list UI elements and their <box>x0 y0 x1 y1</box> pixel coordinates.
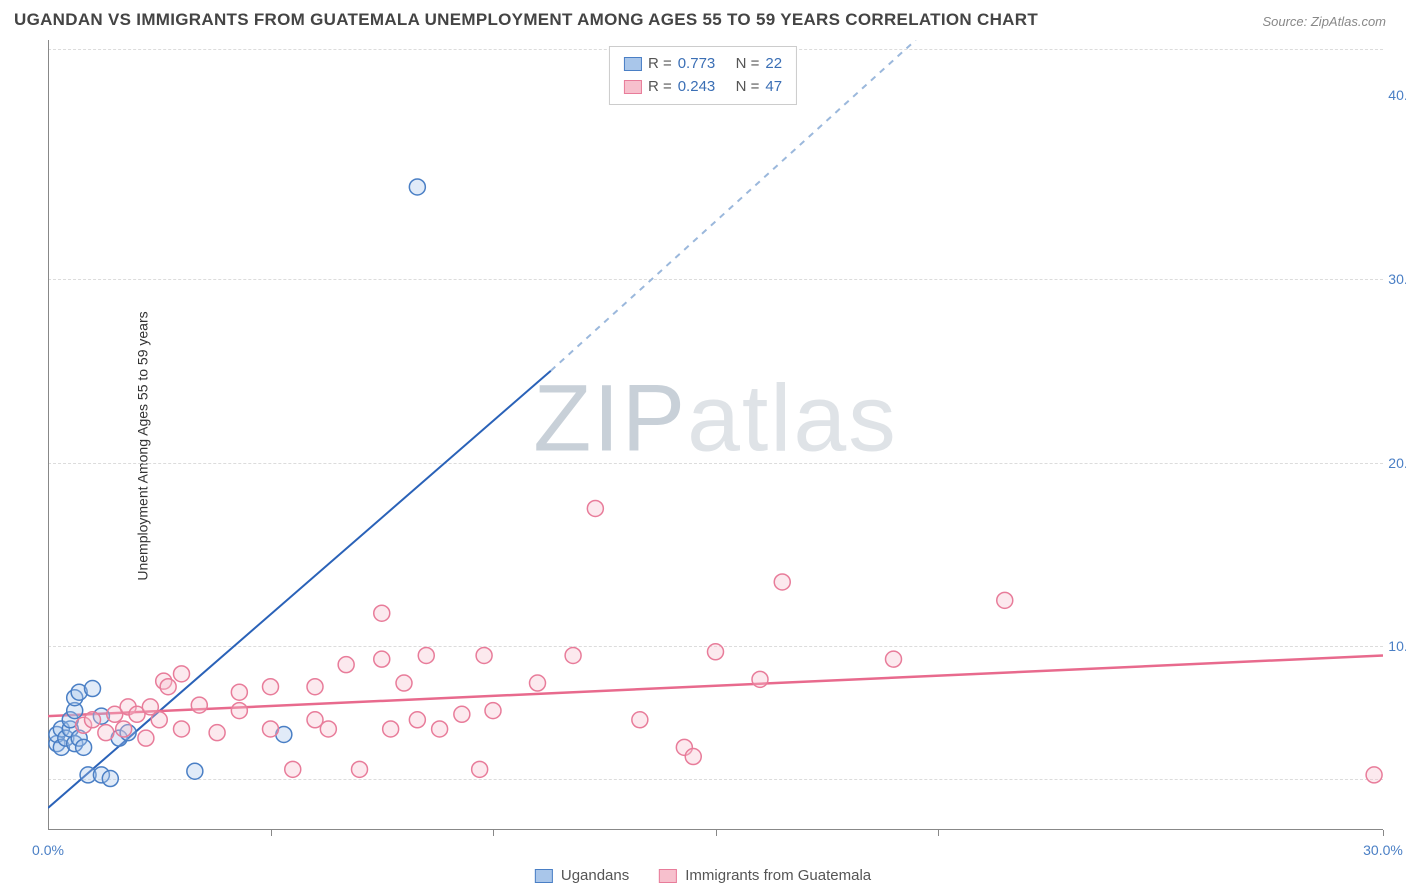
data-point <box>997 592 1013 608</box>
legend-item: Immigrants from Guatemala <box>659 867 871 884</box>
x-tick-mark <box>493 830 494 836</box>
legend-item: Ugandans <box>535 867 629 884</box>
data-point <box>85 681 101 697</box>
data-point <box>338 657 354 673</box>
data-point <box>320 721 336 737</box>
data-point <box>409 179 425 195</box>
chart-title: UGANDAN VS IMMIGRANTS FROM GUATEMALA UNE… <box>14 10 1038 30</box>
legend-r-label: R = <box>648 53 672 76</box>
data-point <box>374 651 390 667</box>
x-tick-label: 30.0% <box>1363 842 1403 858</box>
data-point <box>263 679 279 695</box>
data-point <box>160 679 176 695</box>
data-point <box>632 712 648 728</box>
x-tick-mark <box>938 830 939 836</box>
data-point <box>231 703 247 719</box>
data-point <box>151 712 167 728</box>
data-point <box>708 644 724 660</box>
data-point <box>209 725 225 741</box>
y-tick-label: 20.0% <box>1388 455 1406 471</box>
legend-n-label: N = <box>736 53 760 76</box>
data-point <box>409 712 425 728</box>
legend-swatch <box>624 57 642 71</box>
data-point <box>76 739 92 755</box>
data-point <box>485 703 501 719</box>
legend-swatch <box>535 869 553 883</box>
data-point <box>174 666 190 682</box>
data-point <box>530 675 546 691</box>
legend-n-label: N = <box>736 76 760 99</box>
legend-swatch <box>659 869 677 883</box>
legend-r-value: 0.773 <box>678 53 716 76</box>
legend-swatch <box>624 80 642 94</box>
plot-svg <box>48 40 1383 830</box>
data-point <box>587 500 603 516</box>
legend-n-value: 47 <box>765 76 782 99</box>
data-point <box>472 761 488 777</box>
data-point <box>102 771 118 787</box>
data-point <box>231 684 247 700</box>
data-point <box>383 721 399 737</box>
data-point <box>432 721 448 737</box>
x-tick-mark <box>1383 830 1384 836</box>
legend-label: Immigrants from Guatemala <box>685 867 871 884</box>
scatter-plot: ZIPatlas 10.0%20.0%30.0%40.0%0.0%30.0% <box>48 40 1383 830</box>
data-point <box>285 761 301 777</box>
source-attribution: Source: ZipAtlas.com <box>1262 14 1386 29</box>
data-point <box>1366 767 1382 783</box>
legend-row: R = 0.773 N = 22 <box>624 53 782 76</box>
x-tick-mark <box>716 830 717 836</box>
data-point <box>454 706 470 722</box>
data-point <box>85 712 101 728</box>
data-point <box>174 721 190 737</box>
data-point <box>98 725 114 741</box>
y-tick-label: 40.0% <box>1388 87 1406 103</box>
y-tick-label: 10.0% <box>1388 638 1406 654</box>
x-tick-mark <box>271 830 272 836</box>
data-point <box>116 721 132 737</box>
series-legend: Ugandans Immigrants from Guatemala <box>535 867 871 884</box>
data-point <box>418 647 434 663</box>
data-point <box>374 605 390 621</box>
data-point <box>565 647 581 663</box>
data-point <box>752 671 768 687</box>
data-point <box>774 574 790 590</box>
data-point <box>138 730 154 746</box>
data-point <box>263 721 279 737</box>
data-point <box>352 761 368 777</box>
data-point <box>476 647 492 663</box>
x-tick-label: 0.0% <box>32 842 64 858</box>
legend-label: Ugandans <box>561 867 629 884</box>
legend-r-label: R = <box>648 76 672 99</box>
y-tick-label: 30.0% <box>1388 271 1406 287</box>
data-point <box>396 675 412 691</box>
data-point <box>191 697 207 713</box>
legend-r-value: 0.243 <box>678 76 716 99</box>
legend-n-value: 22 <box>765 53 782 76</box>
data-point <box>685 749 701 765</box>
data-point <box>307 679 323 695</box>
correlation-legend: R = 0.773 N = 22 R = 0.243 N = 47 <box>609 46 797 105</box>
data-point <box>886 651 902 667</box>
legend-row: R = 0.243 N = 47 <box>624 76 782 99</box>
data-point <box>187 763 203 779</box>
